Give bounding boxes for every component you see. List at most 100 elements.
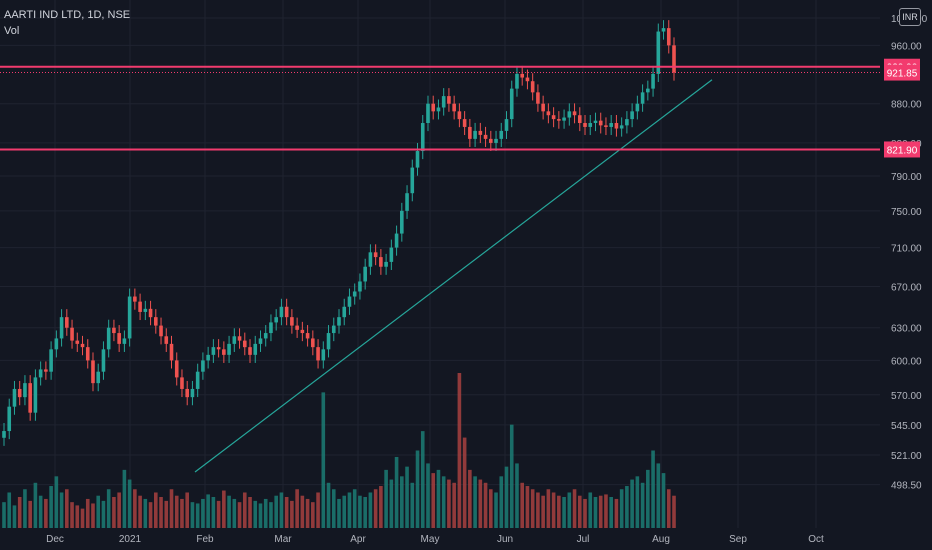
candle-body bbox=[468, 126, 472, 139]
candle-body bbox=[117, 333, 121, 344]
volume-bar bbox=[143, 498, 148, 528]
candle-body bbox=[358, 281, 362, 292]
volume-bar bbox=[635, 476, 640, 528]
volume-bar bbox=[138, 495, 142, 528]
volume-indicator-label: Vol bbox=[4, 25, 20, 37]
candle-body bbox=[190, 388, 195, 398]
candle-body bbox=[557, 119, 561, 121]
candle-body bbox=[216, 347, 221, 350]
candle-body bbox=[520, 73, 525, 78]
volume-bar bbox=[227, 495, 231, 528]
candle-body bbox=[295, 325, 299, 330]
y-tick-label: 960.00 bbox=[891, 41, 922, 52]
volume-bar bbox=[468, 469, 472, 528]
candle-body bbox=[326, 333, 331, 350]
volume-bar bbox=[321, 392, 326, 528]
candle-body bbox=[122, 338, 127, 344]
volume-bar bbox=[91, 503, 95, 528]
candle-body bbox=[452, 103, 456, 112]
x-tick-label: Aug bbox=[652, 534, 670, 545]
candle-body bbox=[546, 111, 551, 116]
volume-bar bbox=[358, 495, 362, 528]
candle-body bbox=[525, 77, 530, 82]
price-label-box bbox=[884, 64, 920, 81]
volume-bar bbox=[394, 456, 399, 528]
candle-body bbox=[138, 301, 142, 312]
volume-bar bbox=[164, 500, 169, 528]
volume-bar bbox=[305, 498, 310, 528]
candle-body bbox=[604, 125, 608, 127]
volume-bar bbox=[656, 463, 661, 528]
volume-bar bbox=[331, 489, 336, 528]
volume-bar bbox=[174, 495, 179, 528]
volume-bar bbox=[625, 486, 629, 528]
candle-body bbox=[530, 81, 535, 93]
candle-body bbox=[195, 371, 200, 389]
candle-body bbox=[347, 296, 352, 307]
y-tick-label: 880.00 bbox=[891, 100, 922, 111]
candle-body bbox=[253, 343, 258, 355]
y-tick-label: 600.00 bbox=[891, 356, 922, 367]
candle-body bbox=[248, 347, 252, 355]
volume-bar bbox=[525, 486, 530, 528]
candle-body bbox=[384, 261, 388, 267]
candle-body bbox=[583, 123, 587, 127]
chart-title: AARTI IND LTD, 1D, NSE bbox=[4, 9, 131, 21]
candle-body bbox=[373, 252, 378, 258]
volume-bar bbox=[577, 495, 582, 528]
candle-body bbox=[316, 347, 320, 361]
candle-body bbox=[420, 123, 425, 152]
volume-bar bbox=[420, 431, 425, 528]
volume-bar bbox=[106, 489, 111, 528]
candle-body bbox=[38, 369, 43, 378]
volume-bar bbox=[33, 482, 38, 528]
volume-bar bbox=[232, 498, 237, 528]
candle-body bbox=[185, 388, 190, 398]
candle-body bbox=[609, 123, 613, 127]
volume-bar bbox=[441, 476, 446, 528]
candle-body bbox=[263, 333, 268, 339]
candle-body bbox=[478, 130, 483, 135]
volume-bar bbox=[509, 424, 514, 528]
candle-body bbox=[85, 347, 90, 361]
candle-body bbox=[426, 103, 430, 124]
currency-badge[interactable]: INR bbox=[899, 8, 921, 26]
volume-bar bbox=[311, 502, 315, 528]
candle-body bbox=[368, 252, 373, 267]
candle-body bbox=[174, 360, 179, 378]
volume-bar bbox=[258, 503, 263, 528]
volume-bar bbox=[551, 492, 556, 528]
y-tick-label: 790.00 bbox=[891, 172, 922, 183]
volume-bar bbox=[488, 489, 493, 528]
y-tick-label: 545.00 bbox=[891, 421, 922, 432]
candle-body bbox=[499, 130, 504, 139]
candle-body bbox=[441, 96, 446, 108]
volume-bar bbox=[384, 469, 388, 528]
candle-body bbox=[143, 308, 148, 312]
volume-bar bbox=[447, 479, 451, 528]
volume-bar bbox=[112, 497, 116, 528]
volume-bar bbox=[368, 492, 373, 528]
volume-bar bbox=[127, 479, 132, 528]
volume-bar bbox=[604, 494, 608, 528]
candle-body bbox=[635, 103, 640, 112]
candle-body bbox=[7, 406, 12, 432]
candle-body bbox=[232, 336, 237, 344]
candle-body bbox=[133, 296, 137, 302]
volume-bar bbox=[499, 476, 504, 528]
candle-body bbox=[311, 338, 315, 348]
volume-bar bbox=[159, 497, 163, 528]
candle-body bbox=[274, 317, 278, 323]
volume-bar bbox=[630, 479, 634, 528]
candle-body bbox=[321, 349, 326, 361]
x-tick-label: Mar bbox=[274, 534, 292, 545]
volume-bar bbox=[389, 479, 394, 528]
volume-bar bbox=[352, 489, 357, 528]
volume-bar bbox=[279, 492, 284, 528]
candle-body bbox=[127, 296, 132, 339]
volume-bar bbox=[651, 450, 655, 528]
candle-body bbox=[536, 92, 540, 104]
volume-bar bbox=[646, 469, 650, 528]
